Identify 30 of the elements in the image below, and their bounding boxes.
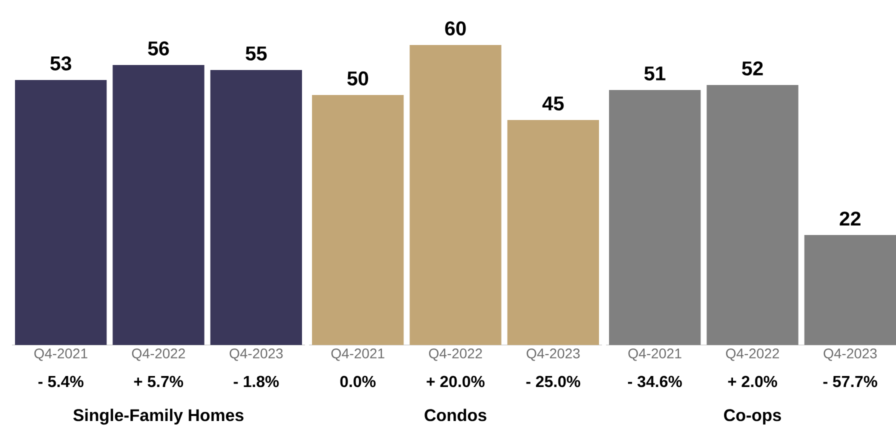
x-tick-label: Q4-2022 xyxy=(726,348,779,361)
text: - 5.4% xyxy=(38,376,84,388)
text: + 5.7% xyxy=(134,376,184,388)
text: - 1.8% xyxy=(234,376,279,388)
x-tick-label: Q4-2023 xyxy=(526,348,580,361)
x-tick-label: Q4-2023 xyxy=(824,348,877,361)
x-axis-title: Single-Family Homes xyxy=(73,408,244,425)
text: - 57.7% xyxy=(823,376,878,388)
data-label: 52 xyxy=(742,61,763,76)
text: 0.0% xyxy=(340,376,376,388)
x-tick-label: Q4-2022 xyxy=(132,348,185,361)
text: + 20.0% xyxy=(426,376,485,388)
data-label: 55 xyxy=(246,46,267,60)
text: - 34.6% xyxy=(628,376,682,388)
x-tick-label: Q4-2021 xyxy=(628,348,682,361)
data-label: 53 xyxy=(50,56,72,70)
x-tick-label: Q4-2023 xyxy=(230,348,283,361)
x-axis-title: Co-ops xyxy=(724,409,781,425)
data-label: 50 xyxy=(347,71,368,86)
x-axis-title: Condos xyxy=(424,408,486,422)
data-label: 56 xyxy=(148,41,169,56)
x-tick-label: Q4-2022 xyxy=(429,348,482,361)
text: + 2.0% xyxy=(728,376,778,388)
data-label: 45 xyxy=(542,96,564,110)
data-label: 60 xyxy=(445,21,466,36)
x-tick-label: Q4-2021 xyxy=(34,348,88,361)
data-label: 51 xyxy=(644,66,666,80)
x-tick-label: Q4-2021 xyxy=(331,348,384,361)
data-label: 22 xyxy=(840,212,860,226)
text: - 25.0% xyxy=(526,376,580,388)
